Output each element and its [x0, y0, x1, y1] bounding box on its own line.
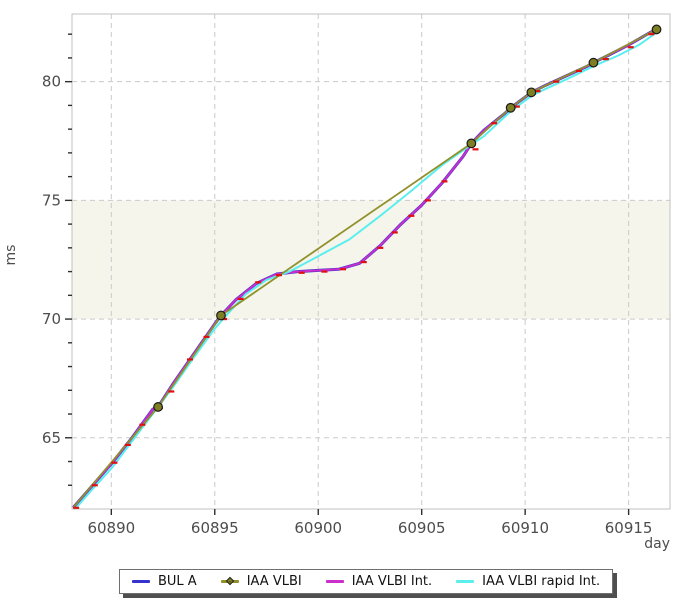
data-point-marker [466, 138, 477, 149]
x-tick-label: 60910 [501, 519, 549, 537]
legend-label: IAA VLBI rapid Int. [482, 574, 601, 589]
data-point-marker [526, 87, 537, 98]
diamond-marker-icon [225, 576, 234, 585]
legend-label: IAA VLBI [246, 574, 302, 589]
legend-item-iaa-vlbi-int: IAA VLBI Int. [325, 570, 433, 593]
data-point-marker [651, 24, 662, 35]
legend-item-bul-a: BUL A [132, 570, 197, 593]
iaa-vlbi-rapid-int-line-swatch [456, 580, 475, 583]
legend-item-iaa-vlbi-rapid-int: IAA VLBI rapid Int. [456, 570, 600, 593]
plot-frame [71, 13, 671, 510]
y-axis-label: ms [3, 245, 19, 266]
legend: BUL A IAA VLBI IAA VLBI Int. IAA VLBI ra… [119, 569, 614, 594]
y-tick-label: 75 [42, 191, 61, 209]
data-point-marker [153, 402, 163, 412]
legend-label: IAA VLBI Int. [351, 574, 433, 589]
x-axis-label: day [644, 536, 670, 552]
iaa-vlbi-int-line-swatch [325, 580, 344, 583]
legend-label: BUL A [158, 574, 197, 589]
data-point-marker [588, 57, 599, 68]
y-tick-label: 65 [42, 429, 61, 447]
data-point-marker [505, 102, 516, 113]
tick-label-layer: 65 70 75 80 60890 60895 60900 60905 60910 60915 [42, 73, 653, 537]
x-tick-label: 60900 [294, 519, 342, 537]
y-tick-label: 70 [42, 310, 61, 328]
plot-border [71, 13, 671, 510]
y-tick-label: 80 [42, 73, 61, 91]
x-tick-label: 60890 [87, 519, 135, 537]
x-tick-label: 60895 [191, 519, 239, 537]
tick-layer [65, 33, 630, 515]
bul-a-line-swatch [132, 580, 150, 583]
error-mark-layer [73, 33, 655, 509]
iaa-vlbi-line-swatch [220, 576, 239, 585]
shaded-band-layer [72, 200, 670, 320]
gridline-layer [72, 14, 670, 509]
x-tick-label: 60915 [605, 519, 653, 537]
legend-item-iaa-vlbi: IAA VLBI [220, 570, 302, 593]
x-tick-label: 60905 [398, 519, 446, 537]
shaded-band [72, 200, 670, 320]
data-point-marker [216, 310, 226, 321]
marker-layer [153, 24, 662, 412]
